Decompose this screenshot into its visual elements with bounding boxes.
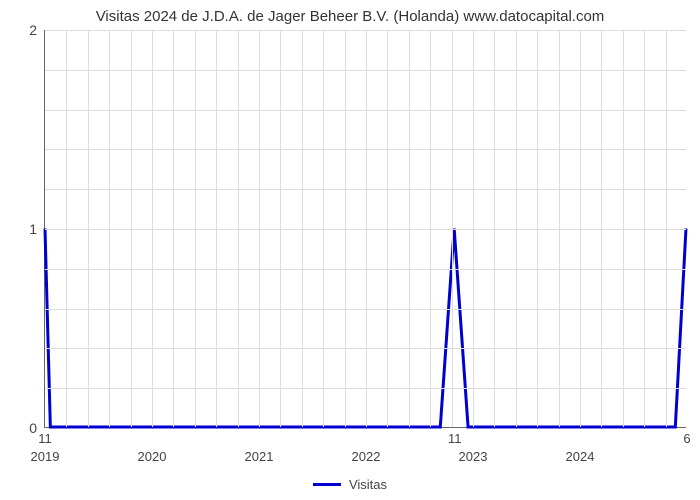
chart-title: Visitas 2024 de J.D.A. de Jager Beheer B… bbox=[0, 0, 700, 25]
x-tick-label: 2020 bbox=[138, 427, 167, 464]
x-tick-label: 2022 bbox=[352, 427, 381, 464]
y-tick-label: 2 bbox=[29, 22, 45, 38]
legend-label: Visitas bbox=[349, 477, 387, 492]
x-tick-label: 2021 bbox=[245, 427, 274, 464]
gridline-horizontal-minor bbox=[45, 388, 686, 389]
x-tick-label: 2023 bbox=[459, 427, 488, 464]
legend-swatch bbox=[313, 483, 341, 486]
y-tick-label: 1 bbox=[29, 221, 45, 237]
gridline-horizontal-minor bbox=[45, 309, 686, 310]
data-point-label: 6 bbox=[683, 427, 690, 446]
gridline-horizontal-minor bbox=[45, 110, 686, 111]
gridline-horizontal-minor bbox=[45, 189, 686, 190]
chart-legend: Visitas bbox=[313, 477, 387, 492]
gridline-horizontal-minor bbox=[45, 269, 686, 270]
gridline-horizontal-minor bbox=[45, 70, 686, 71]
gridline-horizontal bbox=[45, 30, 686, 31]
gridline-horizontal-minor bbox=[45, 149, 686, 150]
gridline-horizontal-minor bbox=[45, 348, 686, 349]
x-tick-label: 2024 bbox=[566, 427, 595, 464]
data-point-label: 11 bbox=[448, 427, 462, 446]
data-point-label: 11 bbox=[38, 427, 52, 446]
chart-plot-area: 20192020202120222023202401211116 bbox=[44, 30, 686, 428]
gridline-horizontal bbox=[45, 229, 686, 230]
